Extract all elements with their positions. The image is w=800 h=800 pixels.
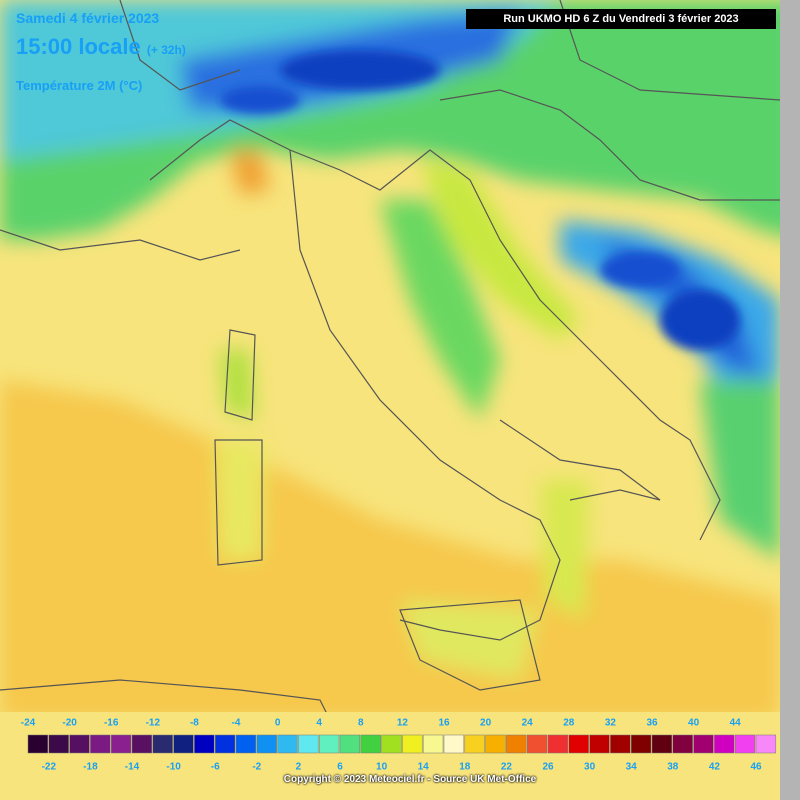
legend-tick-label: 2 <box>296 762 302 773</box>
date-label: Samedi 4 février 2023 <box>16 10 160 26</box>
legend-tick-label: -20 <box>62 718 77 729</box>
legend-tick-label: 28 <box>563 718 575 729</box>
legend-swatch <box>402 734 423 754</box>
legend-swatch <box>381 734 402 754</box>
legend-tick-label: 16 <box>438 718 450 729</box>
edge-strip <box>780 0 800 800</box>
time: 15:00 locale <box>16 34 141 59</box>
cold-cores <box>220 50 740 350</box>
variable-label: Température 2M (°C) <box>16 78 143 93</box>
legend-swatch <box>506 734 527 754</box>
legend-tick-label: 18 <box>459 762 471 773</box>
legend-tick-label: 22 <box>501 762 513 773</box>
borders <box>0 0 781 721</box>
legend-swatch <box>318 734 340 754</box>
legend-swatch <box>69 734 90 754</box>
legend-tick-label: 44 <box>730 718 742 729</box>
legend-tick-label: 38 <box>667 762 679 773</box>
legend-swatch <box>277 734 298 754</box>
legend-swatch <box>173 734 194 754</box>
legend-tick-label: 40 <box>688 718 700 729</box>
legend-swatch <box>235 734 257 754</box>
copyright: Copyright © 2023 Meteociel.fr - Source U… <box>283 774 537 785</box>
legend-tick-label: 12 <box>397 718 409 729</box>
legend-swatch <box>714 734 735 754</box>
run-label: Run UKMO HD 6 Z du Vendredi 3 février 20… <box>466 9 776 29</box>
legend-tick-label: -22 <box>42 762 57 773</box>
legend-swatch <box>589 734 610 754</box>
legend-swatch <box>194 734 215 754</box>
legend-tick-label: 8 <box>358 718 364 729</box>
legend-swatch <box>131 734 153 754</box>
legend-swatch <box>110 734 132 754</box>
legend-tick-label: -8 <box>190 718 199 729</box>
legend-swatch <box>672 734 693 754</box>
legend-tick-label: 24 <box>522 718 534 729</box>
legend-swatch <box>360 734 381 754</box>
legend-swatch <box>651 734 673 754</box>
legend-tick-label: 36 <box>646 718 658 729</box>
legend-tick-label: 20 <box>480 718 492 729</box>
legend-swatch <box>27 734 49 754</box>
legend-tick-label: 14 <box>418 762 430 773</box>
legend-background <box>0 712 780 800</box>
legend-swatch <box>630 734 652 754</box>
legend-swatch <box>443 734 465 754</box>
legend-tick-label: 46 <box>750 762 762 773</box>
lead-time: (+ 32h) <box>146 43 186 57</box>
temperature-field <box>0 0 800 720</box>
legend-swatch <box>90 734 111 754</box>
legend-tick-label: 0 <box>275 718 281 729</box>
legend-tick-label: 26 <box>542 762 554 773</box>
legend-tick-label: -12 <box>146 718 161 729</box>
legend-swatch <box>755 734 777 754</box>
time-label: 15:00 locale (+ 32h) <box>16 34 186 60</box>
color-legend: -24-22-20-18-16-14-12-10-8-6-4-202468101… <box>21 718 777 773</box>
legend-swatch <box>422 734 444 754</box>
legend-tick-label: -10 <box>166 762 181 773</box>
legend-tick-label: -16 <box>104 718 119 729</box>
legend-tick-label: 34 <box>626 762 638 773</box>
legend-swatch <box>256 734 277 754</box>
legend-swatch <box>152 734 173 754</box>
legend-swatch <box>339 734 361 754</box>
legend-swatch <box>734 734 756 754</box>
legend-swatch <box>298 734 319 754</box>
legend-swatch <box>693 734 714 754</box>
legend-swatch <box>48 734 69 754</box>
legend-tick-label: 6 <box>337 762 343 773</box>
legend-swatch <box>568 734 589 754</box>
legend-tick-label: -6 <box>211 762 220 773</box>
legend-tick-label: 42 <box>709 762 721 773</box>
legend-tick-label: 32 <box>605 718 617 729</box>
legend-swatch <box>610 734 631 754</box>
legend-tick-label: 30 <box>584 762 596 773</box>
legend-tick-label: 4 <box>316 718 322 729</box>
legend-tick-label: -24 <box>21 718 36 729</box>
legend-tick-label: -14 <box>125 762 140 773</box>
legend-swatch <box>214 734 236 754</box>
legend-tick-label: -2 <box>252 762 261 773</box>
legend-swatch <box>547 734 569 754</box>
legend-tick-label: -18 <box>83 762 98 773</box>
legend-swatch <box>526 734 548 754</box>
legend-tick-label: 10 <box>376 762 388 773</box>
legend-swatch <box>464 734 485 754</box>
legend-swatch <box>485 734 506 754</box>
legend-tick-label: -4 <box>232 718 241 729</box>
